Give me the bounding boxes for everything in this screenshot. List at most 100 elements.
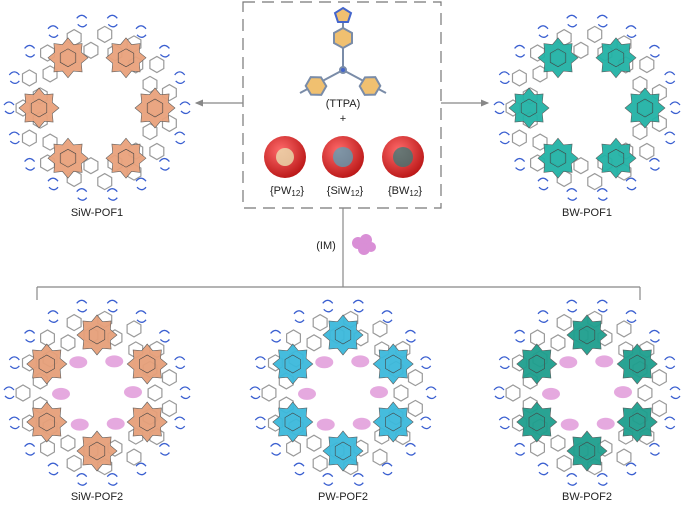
polyoxometalate-core <box>139 354 156 374</box>
polyoxometalate-core <box>284 354 301 374</box>
linker-end <box>669 386 681 400</box>
linker-end <box>381 462 393 476</box>
linker-end <box>498 131 510 145</box>
polyoxometalate <box>105 137 147 179</box>
cluster-label-text: {BW <box>388 185 410 197</box>
subscript: 12 <box>291 189 300 198</box>
framework <box>493 14 681 201</box>
im-guest <box>315 356 334 369</box>
linker-end <box>174 131 186 145</box>
linker-ring <box>632 75 648 94</box>
linker-end <box>47 310 59 323</box>
linker-end <box>498 71 510 85</box>
linker-ring <box>532 133 548 151</box>
linker-ring <box>639 142 655 161</box>
linker-end <box>352 299 364 313</box>
linker-end <box>254 356 266 370</box>
polyoxometalate-core <box>528 412 545 432</box>
linker-end <box>596 14 608 28</box>
polyoxometalate-core <box>629 412 646 432</box>
polyoxometalate <box>566 430 608 472</box>
polyoxometalate <box>595 137 637 179</box>
linker-end <box>3 101 15 115</box>
linker-ring <box>83 41 99 59</box>
linker-ring <box>161 83 177 102</box>
polyoxometalate <box>126 343 168 385</box>
polyoxometalate <box>105 37 147 79</box>
polyoxometalate <box>18 87 60 129</box>
linker-ring <box>505 384 521 402</box>
cluster-label: {BW12} <box>388 185 422 198</box>
polyoxometalate <box>516 343 558 385</box>
polyoxometalate <box>272 401 314 443</box>
polyoxometalate <box>372 343 414 385</box>
linker-end <box>76 188 88 201</box>
polyoxometalate <box>76 314 118 356</box>
linker-end <box>596 188 608 201</box>
im-guest <box>596 417 615 430</box>
linker-end <box>566 299 578 313</box>
polyoxometalate-core <box>334 325 352 345</box>
polyoxometalate-core <box>607 48 625 68</box>
polyoxometalate-core <box>520 98 538 118</box>
im-guest <box>351 355 370 368</box>
polyoxometalate <box>595 37 637 79</box>
linker-end <box>179 386 191 400</box>
linker-end <box>566 473 578 486</box>
linker-end <box>537 462 549 476</box>
linker-end <box>135 177 147 191</box>
linker-end <box>179 101 191 115</box>
cluster-label: {PW12} <box>270 185 304 198</box>
polyoxometalate-core <box>549 48 567 68</box>
linker-ring <box>372 320 388 338</box>
linker-end <box>648 157 660 171</box>
polyoxometalate-core <box>117 48 135 68</box>
polyoxometalate <box>372 401 414 443</box>
linker-end <box>493 101 505 115</box>
product-label: BW-POF1 <box>562 207 612 219</box>
linker-ring <box>286 439 301 457</box>
polyoxometalate <box>26 343 68 385</box>
polyoxometalate-core <box>117 148 135 168</box>
polyoxometalate-core <box>334 441 352 461</box>
linker-end <box>648 44 660 58</box>
im-guest <box>106 417 125 430</box>
linker-ring <box>632 122 648 141</box>
linker-end <box>669 101 681 115</box>
linker-end <box>625 462 637 476</box>
linker-end <box>158 329 170 343</box>
linker-ring <box>639 55 655 74</box>
polyoxometalate <box>516 401 558 443</box>
im-guest <box>298 387 317 400</box>
linker-end <box>514 44 526 58</box>
cluster-label-text: } <box>418 185 422 197</box>
linker-end <box>648 442 660 456</box>
linker-ring <box>149 55 165 74</box>
cluster-label-text: {PW <box>270 185 292 197</box>
polyoxometalate <box>616 401 658 443</box>
linker-end <box>425 386 437 400</box>
polyoxometalate-core <box>88 325 106 345</box>
linker-end <box>537 25 549 38</box>
polyoxometalate-core <box>607 148 625 168</box>
linker-ring <box>142 122 158 141</box>
framework <box>3 299 191 486</box>
linker-end <box>293 310 305 323</box>
linker-ring <box>529 439 546 457</box>
linker-end <box>537 177 549 191</box>
im-guest <box>369 386 388 399</box>
polyoxometalate-core <box>38 412 55 432</box>
linker-ring <box>407 368 423 387</box>
linker-ring <box>147 384 163 402</box>
polyoxometalate-core <box>578 325 596 345</box>
linker-end <box>76 14 88 28</box>
linker-end <box>381 310 393 323</box>
polyoxometalate-core <box>30 98 48 118</box>
plus-sign: + <box>340 113 346 125</box>
polyoxometalate-core <box>629 354 646 374</box>
polyoxometalate <box>508 87 550 129</box>
linker-end <box>174 356 186 370</box>
im-guest <box>69 356 88 369</box>
linker-end <box>158 44 170 58</box>
linker-end <box>322 299 334 313</box>
